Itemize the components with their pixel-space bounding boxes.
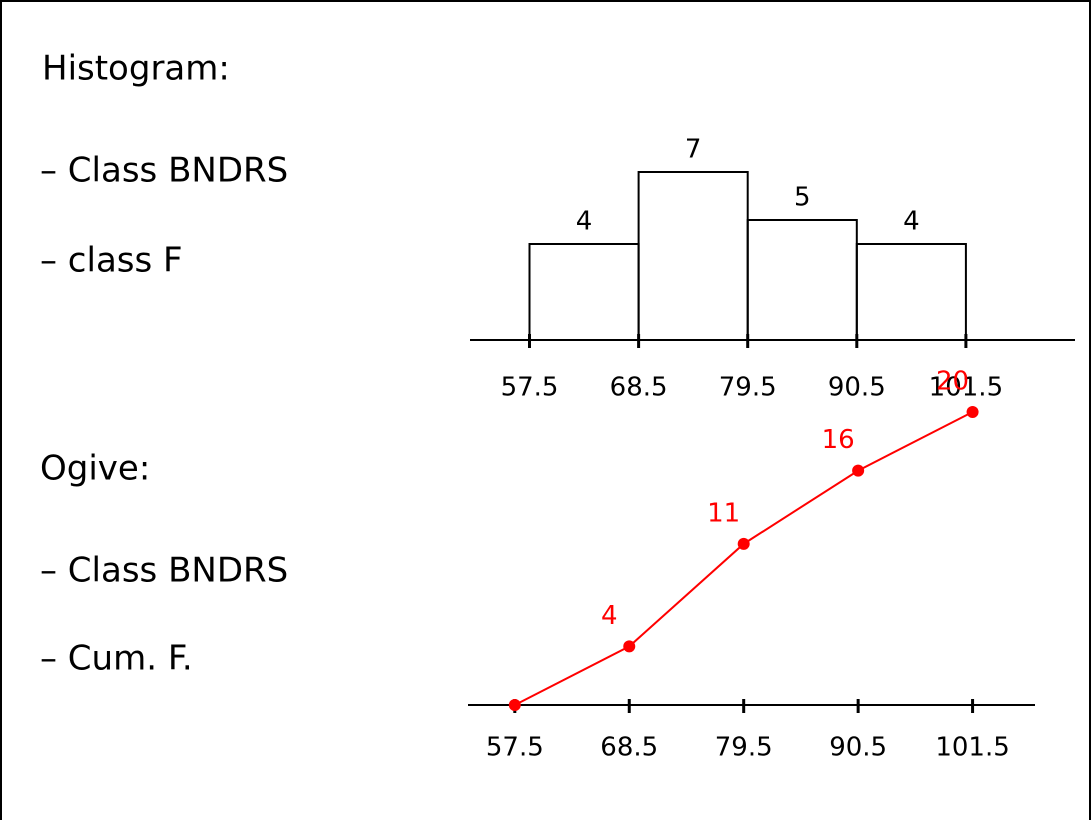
x-tick-label: 57.5 xyxy=(486,733,544,763)
x-tick-label: 101.5 xyxy=(935,733,1009,763)
point-label: 11 xyxy=(707,498,740,528)
point-label: 20 xyxy=(936,367,969,397)
note-item: – Cum. F. xyxy=(40,639,193,679)
x-tick-label: 90.5 xyxy=(829,733,887,763)
x-tick-label: 79.5 xyxy=(719,373,777,403)
x-tick-label: 79.5 xyxy=(715,733,773,763)
point xyxy=(737,537,750,550)
point xyxy=(966,406,979,418)
bar-label: 5 xyxy=(794,183,811,213)
x-tick-label: 90.5 xyxy=(828,373,886,403)
bar xyxy=(855,243,967,341)
point-label: 16 xyxy=(822,425,855,455)
histogram-heading: Histogram: xyxy=(42,49,230,89)
x-tick-label: 68.5 xyxy=(610,373,668,403)
bar-label: 7 xyxy=(685,135,702,165)
bar-label: 4 xyxy=(903,207,920,237)
point-label: 4 xyxy=(601,601,618,631)
note-item: – class F xyxy=(40,241,183,281)
ogive-heading: Ogive: xyxy=(40,449,150,489)
point xyxy=(852,464,865,477)
bar-label: 4 xyxy=(576,207,593,237)
x-tick-label: 68.5 xyxy=(600,733,658,763)
x-tick-label: 57.5 xyxy=(501,373,559,403)
x-tick-label: 101.5 xyxy=(929,373,1003,403)
note-item: – Class BNDRS xyxy=(40,151,288,191)
point xyxy=(508,699,521,711)
note-item: – Class BNDRS xyxy=(40,551,288,591)
point xyxy=(623,640,636,653)
